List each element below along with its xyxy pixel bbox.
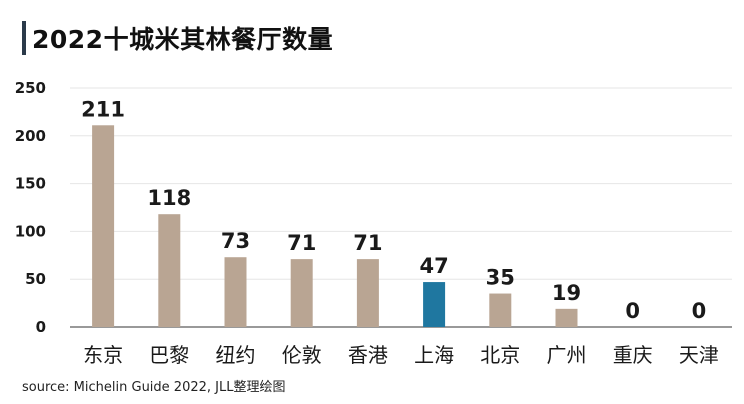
x-tick-label: 巴黎: [149, 343, 189, 367]
x-tick-label: 香港: [348, 343, 388, 367]
x-tick-label: 天津: [679, 343, 719, 367]
x-tick-label: 广州: [547, 343, 587, 367]
bar: [489, 293, 512, 327]
x-tick-label: 纽约: [216, 343, 256, 367]
y-tick-label: 250: [15, 79, 46, 97]
y-tick-label: 100: [15, 222, 46, 240]
data-label: 211: [81, 97, 125, 121]
data-label: 0: [625, 299, 640, 323]
x-tick-label: 东京: [83, 343, 123, 367]
bar: [423, 282, 446, 327]
y-tick-label: 0: [36, 318, 46, 336]
x-tick-label: 上海: [414, 343, 454, 367]
bar: [555, 308, 578, 327]
data-label: 47: [419, 254, 448, 278]
title-accent-bar: [22, 21, 26, 55]
y-tick-label: 200: [15, 127, 46, 145]
x-tick-label: 北京: [480, 343, 520, 367]
data-label: 19: [552, 281, 581, 305]
chart-title: 2022十城米其林餐厅数量: [32, 25, 334, 54]
bar: [224, 257, 247, 327]
bar: [290, 259, 313, 327]
bar: [158, 214, 181, 327]
y-tick-label: 50: [25, 270, 46, 288]
data-label: 35: [486, 266, 515, 290]
y-tick-label: 150: [15, 175, 46, 193]
bar: [356, 259, 379, 327]
data-label: 71: [353, 231, 382, 255]
data-label: 118: [147, 186, 191, 210]
bar: [92, 125, 115, 327]
data-label: 73: [221, 229, 250, 253]
data-label: 0: [692, 299, 707, 323]
x-tick-label: 重庆: [613, 343, 653, 367]
chart-title-wrap: 2022十城米其林餐厅数量: [22, 20, 333, 56]
x-tick-label: 伦敦: [282, 343, 322, 367]
data-label: 71: [287, 231, 316, 255]
source-note: source: Michelin Guide 2022, JLL整理绘图: [22, 380, 286, 395]
